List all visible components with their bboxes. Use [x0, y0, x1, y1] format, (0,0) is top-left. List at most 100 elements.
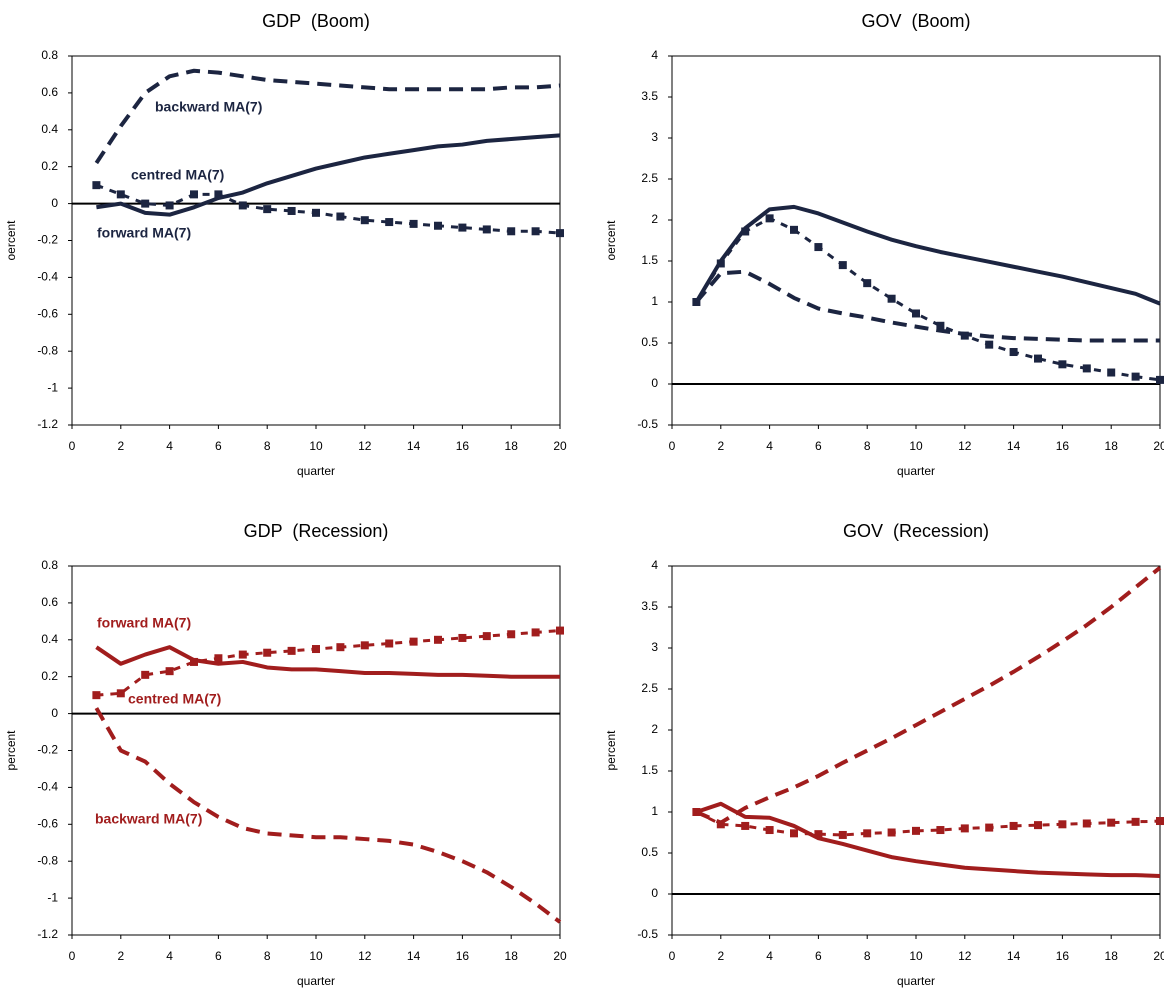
x-tick-label: 14: [407, 439, 421, 453]
marker: [1156, 817, 1164, 826]
marker: [312, 645, 320, 654]
chart-title: GOV (Recession): [843, 521, 989, 541]
y-tick-label: -0.5: [637, 417, 658, 431]
x-tick-label: 10: [309, 439, 323, 453]
y-axis-label: oercent: [4, 220, 18, 261]
x-tick-label: 10: [309, 949, 323, 963]
marker: [838, 261, 847, 270]
marker: [531, 227, 540, 236]
x-tick-label: 4: [166, 439, 173, 453]
x-tick-label: 4: [766, 439, 773, 453]
series-line: [694, 269, 1160, 343]
marker: [141, 670, 150, 679]
y-tick-label: 0: [651, 886, 658, 900]
marker: [863, 829, 872, 838]
marker: [1131, 372, 1140, 381]
x-tick-label: 0: [69, 949, 76, 963]
y-tick-label: -1.2: [37, 417, 58, 431]
marker: [887, 294, 896, 303]
y-tick-label: 3.5: [641, 599, 658, 613]
x-tick-label: 8: [864, 439, 871, 453]
marker: [190, 657, 198, 666]
marker: [912, 309, 920, 318]
y-tick-label: 0: [51, 706, 58, 720]
series-label: backward MA(7): [155, 99, 262, 115]
y-tick-label: -0.2: [37, 743, 58, 757]
marker: [263, 648, 272, 657]
marker: [1034, 821, 1042, 830]
y-tick-label: 2: [651, 212, 658, 226]
marker: [1082, 819, 1091, 828]
series-line: [95, 183, 561, 235]
marker: [1107, 368, 1116, 377]
marker: [214, 190, 223, 199]
marker: [556, 229, 564, 238]
y-tick-label: -0.6: [37, 816, 58, 830]
series-label: centred MA(7): [131, 167, 224, 183]
marker: [360, 641, 369, 650]
x-tick-label: 6: [815, 439, 822, 453]
series-label: backward MA(7): [95, 811, 202, 827]
x-axis-label: quarter: [897, 974, 935, 988]
x-tick-label: 16: [456, 949, 470, 963]
x-tick-label: 0: [669, 949, 676, 963]
marker: [287, 206, 296, 215]
marker: [482, 632, 491, 641]
series-line: [94, 707, 562, 924]
x-tick-label: 12: [358, 949, 372, 963]
x-tick-label: 6: [215, 949, 222, 963]
series-line: [695, 216, 1161, 382]
marker: [1009, 348, 1018, 357]
marker: [1082, 364, 1091, 373]
marker: [385, 639, 394, 648]
x-tick-label: 14: [1007, 439, 1021, 453]
marker: [960, 824, 969, 833]
y-tick-label: -1: [47, 890, 58, 904]
marker: [482, 225, 491, 234]
y-tick-label: 3.5: [641, 89, 658, 103]
marker: [1009, 821, 1018, 830]
y-axis-label: percent: [4, 730, 18, 771]
y-tick-label: 0.8: [41, 558, 58, 572]
x-tick-label: 4: [766, 949, 773, 963]
x-tick-label: 10: [909, 439, 923, 453]
x-tick-label: 2: [117, 439, 124, 453]
series-line: [94, 68, 561, 165]
x-tick-label: 10: [909, 949, 923, 963]
marker: [887, 828, 896, 837]
marker: [409, 637, 418, 646]
y-tick-label: 0: [51, 196, 58, 210]
marker: [814, 243, 823, 252]
series-label: forward MA(7): [97, 615, 191, 631]
x-axis-label: quarter: [297, 464, 335, 478]
marker: [116, 689, 125, 698]
marker: [238, 650, 247, 659]
marker: [92, 181, 101, 190]
y-tick-label: 0.4: [41, 632, 58, 646]
series-line: [96, 629, 561, 697]
x-tick-label: 12: [958, 949, 972, 963]
x-tick-label: 8: [864, 949, 871, 963]
marker: [434, 635, 442, 644]
x-tick-label: 18: [505, 949, 519, 963]
marker: [814, 830, 823, 839]
series-line: [694, 204, 1161, 306]
series-line: [95, 645, 560, 679]
y-axis-label: percent: [604, 730, 618, 771]
chart-title: GDP (Recession): [244, 521, 389, 541]
marker: [716, 259, 725, 268]
y-tick-label: 0.2: [41, 159, 58, 173]
y-tick-label: -0.8: [37, 343, 58, 357]
y-tick-label: -0.4: [37, 270, 58, 284]
marker: [434, 221, 442, 230]
marker: [765, 214, 774, 223]
marker: [385, 218, 394, 227]
marker: [165, 201, 174, 210]
x-tick-label: 14: [407, 949, 421, 963]
marker: [312, 208, 320, 217]
y-tick-label: -1: [47, 380, 58, 394]
marker: [1058, 820, 1067, 829]
y-axis-label: oercent: [604, 220, 618, 261]
marker: [1107, 818, 1116, 827]
x-tick-label: 20: [1153, 439, 1164, 453]
